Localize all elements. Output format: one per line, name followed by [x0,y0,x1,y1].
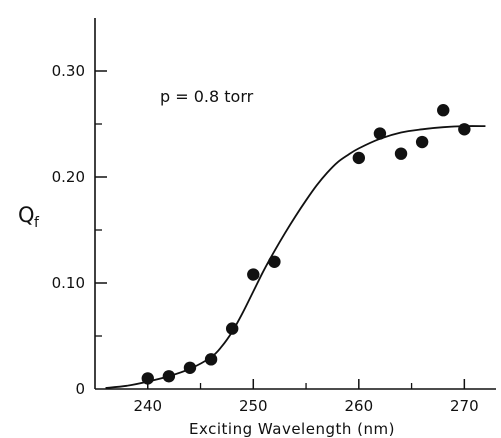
y-ticks: 0 0.10 0.20 0.30 [52,62,107,398]
x-tick-label: 250 [239,397,268,415]
y-axis-title: Q [18,203,35,227]
data-point [225,322,239,335]
data-point [141,372,154,385]
y-axis-title-subscript: f [34,215,40,231]
pressure-annotation: p = 0.8 torr [160,87,254,106]
x-axis-title: Exciting Wavelength (nm) [189,420,395,438]
x-ticks: 240 250 260 270 [133,379,479,415]
fit-curve [105,125,486,389]
y-tick-label: 0 [75,380,85,398]
x-tick-label: 270 [450,397,479,415]
y-tick-label: 0.30 [52,62,85,80]
data-point [373,127,387,140]
data-point [437,104,450,117]
x-tick-label: 240 [133,397,162,415]
data-point [162,370,176,383]
data-point [247,268,260,281]
data-point [204,353,218,366]
data-points-layer [141,104,471,385]
y-tick-label: 0.10 [52,274,85,292]
axes [94,18,496,390]
data-point [458,123,471,136]
data-point [183,361,197,374]
data-point [415,135,429,149]
y-tick-label: 0.20 [52,168,85,186]
fit-curve-layer [105,125,486,389]
data-point [352,151,366,165]
x-tick-label: 260 [344,397,373,415]
data-point [268,255,281,268]
data-point [394,147,408,160]
